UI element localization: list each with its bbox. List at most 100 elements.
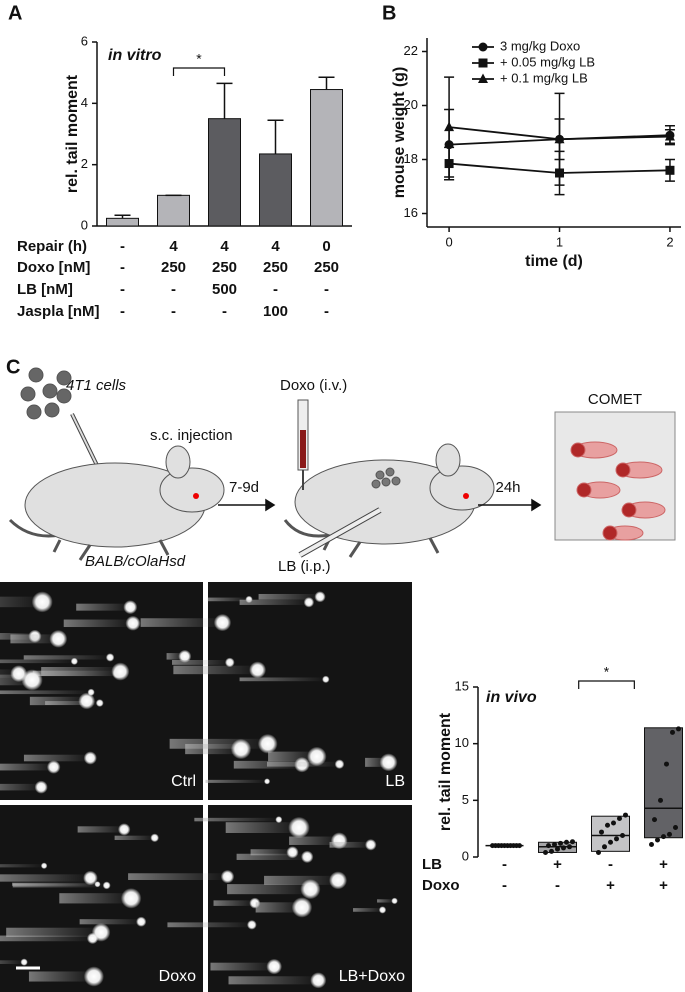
table-cell: + xyxy=(659,856,668,873)
comet-tail xyxy=(353,908,383,912)
comet-head xyxy=(70,657,78,665)
comet-head xyxy=(91,923,111,942)
data-point xyxy=(564,839,569,845)
diagram-label: s.c. injection xyxy=(150,427,233,444)
comet-tail xyxy=(228,976,319,985)
error-bar xyxy=(114,214,131,219)
data-point xyxy=(599,829,604,835)
comet-tail xyxy=(236,853,308,860)
comet-head xyxy=(246,919,257,930)
comet-head xyxy=(105,653,115,662)
marker xyxy=(665,165,675,175)
comet-head xyxy=(264,778,271,785)
row-label: Jaspla [nM] xyxy=(17,303,100,320)
data-point xyxy=(611,820,616,826)
row-label: Doxo xyxy=(422,877,460,894)
diagram-label: COMET xyxy=(588,391,642,408)
micrograph-label: Doxo xyxy=(159,968,196,985)
row-label: Repair (h) xyxy=(17,238,87,255)
error-bar xyxy=(318,76,335,90)
data-point xyxy=(543,849,548,855)
y-axis-label: mouse weight (g) xyxy=(391,67,408,199)
comet-tail xyxy=(167,922,252,928)
comet-tail xyxy=(140,618,223,627)
data-point xyxy=(558,840,563,846)
comet-tail xyxy=(0,783,42,791)
comet-tail xyxy=(173,665,258,675)
row-label: Doxo [nM] xyxy=(17,259,90,276)
comet-head xyxy=(31,591,53,613)
y-tick-label: 0 xyxy=(81,217,88,232)
bar xyxy=(259,153,292,227)
table-cell: - xyxy=(120,303,125,320)
micrograph-label: LB+Doxo xyxy=(339,968,405,985)
comet-head xyxy=(378,906,387,914)
comet-tail xyxy=(268,751,317,762)
comet-head xyxy=(322,675,330,684)
y-tick-label: 18 xyxy=(404,151,418,166)
data-point xyxy=(555,846,560,852)
comet-head xyxy=(78,692,96,710)
data-point xyxy=(655,837,660,843)
micrograph-label: LB xyxy=(385,773,405,790)
table-cell: + xyxy=(553,856,562,873)
comet-head xyxy=(365,839,377,851)
data-point xyxy=(617,815,622,821)
comet-head xyxy=(213,613,232,632)
data-point xyxy=(667,831,672,837)
y-tick-label: 22 xyxy=(404,43,418,58)
comet-head xyxy=(46,760,61,774)
y-axis-label: rel. tail moment xyxy=(437,712,454,831)
table-cell: 0 xyxy=(322,238,330,255)
comet-tail xyxy=(185,743,242,755)
table-cell: - xyxy=(120,259,125,276)
diagram-label: Doxo (i.v.) xyxy=(280,377,347,394)
table-cell: 500 xyxy=(212,281,237,298)
marker xyxy=(555,168,565,178)
x-axis-label: time (d) xyxy=(525,253,583,270)
data-point xyxy=(602,844,607,850)
box xyxy=(644,727,683,839)
comet-head xyxy=(230,738,252,760)
bar xyxy=(310,89,343,227)
comet-head xyxy=(288,816,310,839)
micrograph-label: Ctrl xyxy=(171,773,196,790)
comet-tail xyxy=(377,899,395,903)
data-point xyxy=(567,844,572,850)
comet-head xyxy=(20,958,28,966)
comet-tail xyxy=(79,919,142,925)
comet-tail xyxy=(225,822,300,833)
table-cell: 100 xyxy=(263,303,288,320)
table-cell: - xyxy=(555,877,560,894)
bar xyxy=(106,217,139,227)
legend-label: 3 mg/kg Doxo xyxy=(500,38,580,53)
comet-head xyxy=(220,869,235,884)
comet-tail xyxy=(41,667,121,677)
comet-tail xyxy=(289,836,340,845)
marker xyxy=(478,73,488,83)
y-tick-label: 10 xyxy=(455,735,469,750)
comet-tail xyxy=(255,902,302,913)
comet-head xyxy=(303,597,315,608)
comet-tail xyxy=(6,927,102,938)
comet-tail xyxy=(23,754,91,762)
x-tick-label: 1 xyxy=(556,234,563,249)
table-cell: 4 xyxy=(220,238,229,255)
marker xyxy=(664,131,675,141)
bar xyxy=(157,194,190,227)
table-cell: 250 xyxy=(161,259,186,276)
comet-tail xyxy=(227,884,311,895)
comet-tail xyxy=(10,634,59,644)
comet-tail xyxy=(0,864,45,868)
table-cell: - xyxy=(502,856,507,873)
data-point xyxy=(620,832,625,838)
comet-tail xyxy=(0,935,93,942)
comet-tail xyxy=(29,696,87,706)
table-cell: - xyxy=(171,281,176,298)
comet-head xyxy=(291,897,313,918)
comet-tail xyxy=(63,619,133,628)
table-cell: 4 xyxy=(271,238,280,255)
panel-label: C xyxy=(6,356,20,378)
diagram-label: 24h xyxy=(495,479,520,496)
row-label: LB [nM] xyxy=(17,281,73,298)
